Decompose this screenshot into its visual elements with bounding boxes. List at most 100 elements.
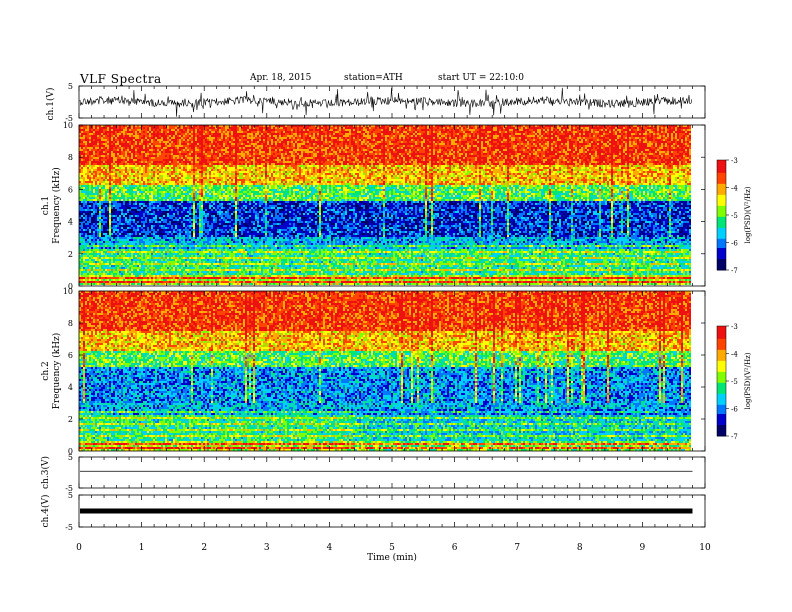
spectrogram-cell [143, 147, 145, 149]
spectrogram-cell [285, 157, 287, 159]
spectrogram-cell [645, 149, 649, 151]
spectrogram-cell [209, 147, 211, 149]
spectrogram-cell [345, 155, 347, 157]
spectrogram-cell [365, 167, 367, 169]
spectrogram-cell [265, 163, 267, 165]
spectrogram-cell [231, 145, 235, 147]
spectrogram-cell [333, 155, 335, 157]
spectrogram-cell [135, 127, 143, 129]
spectrogram-cell [511, 143, 515, 145]
spectrogram-cell [345, 149, 347, 151]
spectrogram-cell [423, 125, 425, 127]
spectrogram-cell [431, 167, 433, 169]
spectrogram-cell [511, 145, 513, 147]
spectrogram-cell [339, 167, 341, 169]
spectrogram-cell [161, 147, 163, 149]
spectrogram-cell [299, 165, 305, 167]
spectrogram-cell [369, 129, 373, 131]
spectrogram-cell [553, 167, 555, 169]
spectrogram-cell [483, 127, 485, 129]
spectrogram-cell [557, 129, 559, 131]
spectrogram-cell [651, 135, 653, 137]
spectrogram-cell [365, 147, 367, 149]
spectrogram-cell [257, 131, 259, 133]
spectrogram-cell [663, 131, 665, 133]
spectrogram-cell [89, 161, 91, 163]
spectrogram-cell [585, 147, 587, 149]
spectrogram-cell [627, 125, 629, 127]
spectrogram-cell [573, 137, 577, 139]
spectrogram-cell [689, 155, 691, 157]
spectrogram-cell [179, 171, 181, 173]
spectrogram-cell [579, 153, 581, 155]
spectrogram-cell [317, 163, 319, 165]
spectrogram-cell [329, 145, 331, 147]
spectrogram-cell [177, 167, 179, 169]
spectrogram-cell [437, 145, 439, 147]
spectrogram-cell [355, 161, 359, 163]
spectrogram-cell [581, 133, 583, 135]
spectrogram-cell [663, 167, 665, 169]
spectrogram-cell [549, 129, 551, 131]
spectrogram-cell [459, 159, 461, 161]
spectrogram-cell [575, 149, 577, 151]
spectrogram-cell [279, 133, 281, 135]
spectrogram-cell [595, 147, 597, 149]
spectrogram-cell [611, 171, 613, 173]
spectrogram-cell [117, 171, 119, 173]
spectrogram-cell [547, 151, 549, 153]
spectrogram-cell [297, 169, 299, 171]
spectrogram-cell [325, 153, 327, 155]
spectrogram-cell [377, 143, 379, 145]
spectrogram-cell [405, 125, 409, 127]
spectrogram-cell [315, 127, 317, 129]
spectrogram-cell [587, 169, 589, 171]
spectrogram-cell [417, 161, 429, 163]
spectrogram-cell [647, 145, 651, 147]
spectrogram-cell [395, 159, 399, 161]
spectrogram-cell [431, 151, 433, 153]
spectrogram-cell [285, 165, 289, 167]
spectrogram-cell [109, 171, 113, 173]
spectrogram-cell [243, 141, 247, 143]
spectrogram-cell [603, 135, 605, 137]
spectrogram-cell [133, 163, 135, 165]
spectrogram-cell [443, 137, 445, 139]
spectrogram-cell [539, 137, 541, 139]
spectrogram-cell [169, 127, 175, 129]
spectrogram-cell [497, 161, 499, 163]
spectrogram-cell [331, 143, 333, 145]
spectrogram-cell [665, 157, 669, 159]
spectrogram-cell [547, 137, 549, 139]
spectrogram-cell [429, 171, 431, 173]
spectrogram-cell [455, 167, 457, 169]
spectrogram-cell [281, 169, 285, 171]
spectrogram-cell [151, 133, 165, 135]
spectrogram-cell [101, 171, 107, 173]
spectrogram-cell [195, 169, 197, 171]
spectrogram-cell [439, 149, 441, 151]
spectrogram-cell [653, 153, 655, 155]
spectrogram-cell [369, 125, 371, 127]
spectrogram-cell [645, 131, 647, 133]
spectrogram-cell [423, 159, 425, 161]
spectrogram-cell [581, 167, 585, 169]
spectrogram-cell [583, 137, 585, 139]
spectrogram-cell [615, 127, 617, 129]
spectrogram-cell [483, 163, 485, 165]
spectrogram-cell [193, 135, 195, 137]
spectrogram-cell [559, 131, 561, 133]
spectrogram-cell [613, 157, 615, 159]
spectrogram-cell [211, 169, 213, 171]
spectrogram-cell [147, 139, 149, 141]
spectrogram-cell [583, 169, 585, 171]
spectrogram-cell [305, 167, 307, 169]
spectrogram-cell [131, 127, 133, 129]
spectrogram-cell [585, 129, 587, 131]
spectrogram-cell [187, 137, 189, 139]
spectrogram-cell [621, 139, 623, 141]
spectrogram-cell [493, 127, 497, 129]
spectrogram-cell [409, 171, 411, 173]
spectrogram-cell [447, 131, 449, 133]
spectrogram-cell [637, 167, 641, 169]
